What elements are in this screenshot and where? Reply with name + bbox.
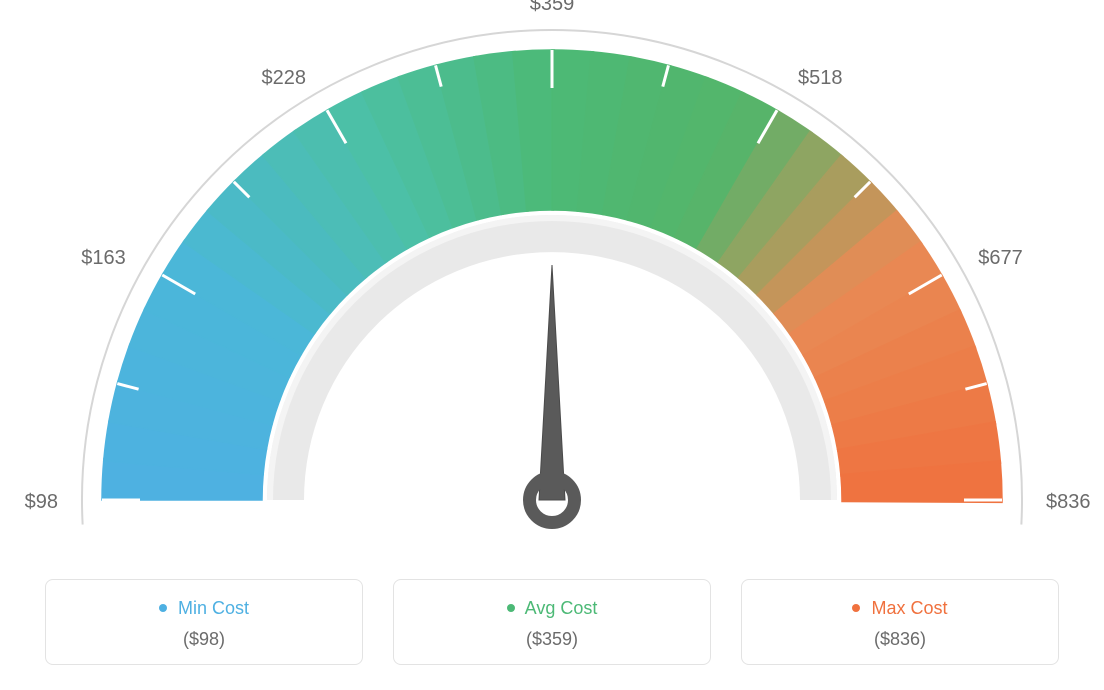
legend-card-avg: Avg Cost ($359) [393, 579, 711, 665]
dot-icon [159, 604, 167, 612]
legend-card-max: Max Cost ($836) [741, 579, 1059, 665]
gauge-chart: $98 $163 $228 $359 $518 $677 $836 [0, 0, 1104, 560]
legend-title-text: Max Cost [871, 598, 947, 618]
legend-value-avg: ($359) [404, 629, 700, 650]
legend-card-min: Min Cost ($98) [45, 579, 363, 665]
legend-value-min: ($98) [56, 629, 352, 650]
gauge-svg: $98 $163 $228 $359 $518 $677 $836 [0, 0, 1104, 560]
svg-text:$163: $163 [81, 247, 126, 269]
svg-text:$518: $518 [798, 67, 843, 89]
svg-text:$98: $98 [25, 491, 58, 513]
legend-title-text: Min Cost [178, 598, 249, 618]
legend-value-max: ($836) [752, 629, 1048, 650]
svg-text:$228: $228 [262, 67, 307, 89]
dot-icon [507, 604, 515, 612]
legend-title-max: Max Cost [752, 598, 1048, 619]
legend-title-avg: Avg Cost [404, 598, 700, 619]
cost-gauge-widget: $98 $163 $228 $359 $518 $677 $836 Min Cost ($9… [0, 0, 1104, 690]
dot-icon [852, 604, 860, 612]
svg-text:$359: $359 [530, 0, 575, 15]
svg-text:$836: $836 [1046, 491, 1091, 513]
legend-title-min: Min Cost [56, 598, 352, 619]
legend-title-text: Avg Cost [525, 598, 598, 618]
legend-row: Min Cost ($98) Avg Cost ($359) Max Cost … [45, 579, 1059, 665]
svg-text:$677: $677 [978, 247, 1023, 269]
